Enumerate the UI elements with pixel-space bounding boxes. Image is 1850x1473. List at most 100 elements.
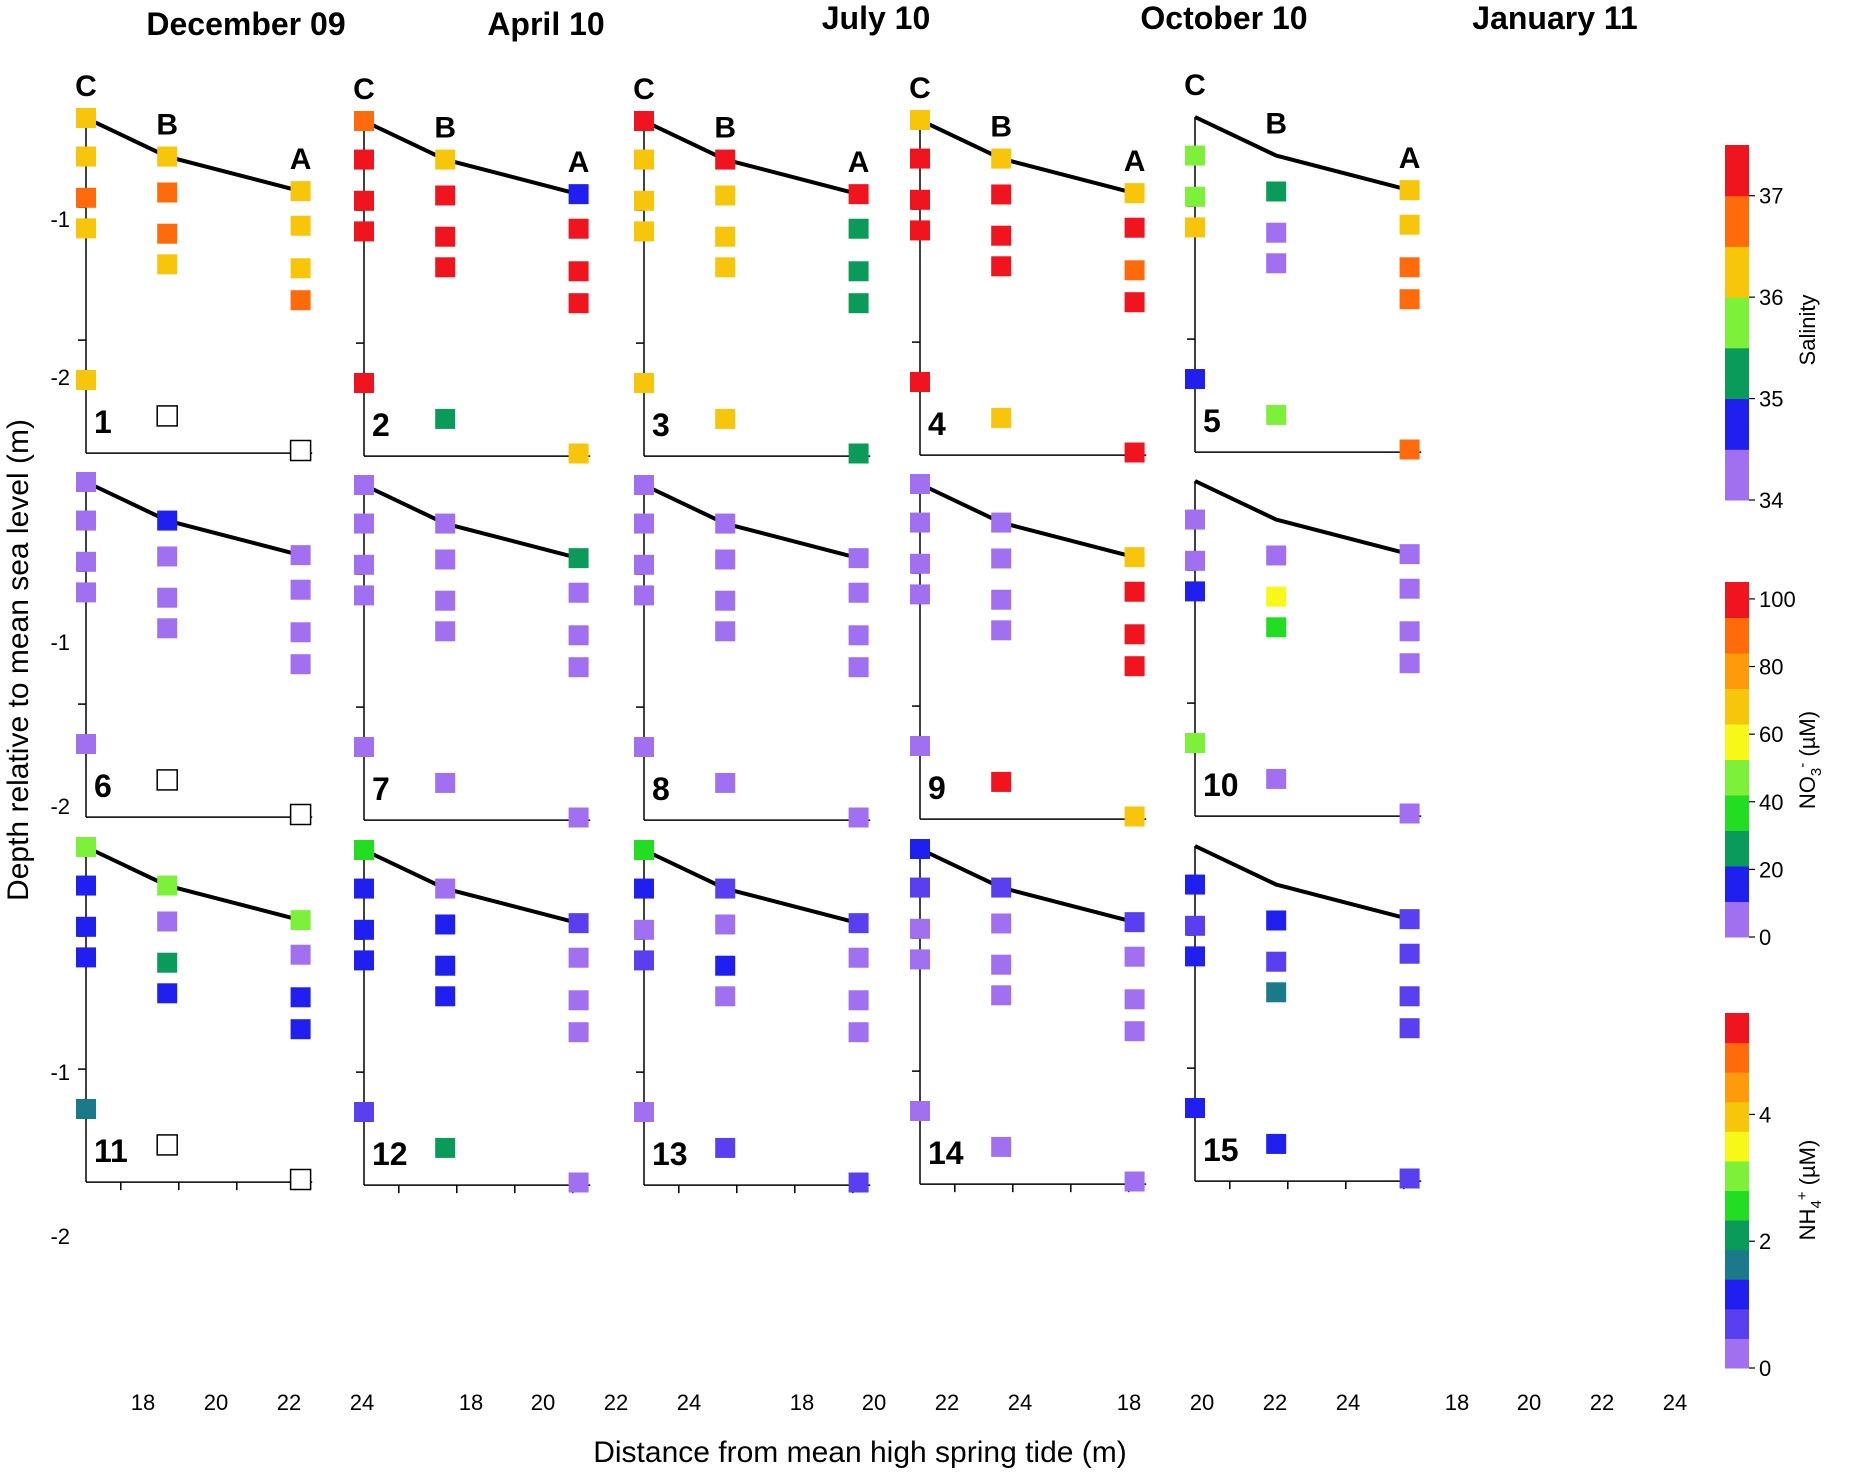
colorbar-tick-label: 4 — [1759, 1102, 1771, 1127]
panel-11: 11 — [76, 837, 313, 1191]
data-point — [354, 190, 374, 211]
data-point — [568, 990, 589, 1011]
data-point — [435, 955, 456, 976]
data-point — [910, 918, 930, 939]
nitrate-colorbar: 100 80 60 40 20 0 — [1725, 582, 1796, 950]
data-point — [157, 254, 178, 275]
data-point — [290, 258, 311, 279]
column-title-1: December 09 — [146, 6, 345, 42]
x-tick-label: 24 — [677, 1390, 701, 1415]
data-point — [1124, 547, 1145, 568]
data-point — [1185, 369, 1205, 390]
data-point — [354, 475, 374, 495]
data-point — [991, 512, 1012, 533]
data-point — [634, 111, 654, 131]
colorbar-tick-label: 37 — [1759, 184, 1783, 209]
colorbar-segment — [1725, 449, 1749, 501]
data-point — [290, 622, 311, 643]
colorbar-segment — [1725, 1131, 1749, 1162]
x-tick-label: 22 — [1590, 1390, 1614, 1415]
data-point — [290, 579, 311, 600]
data-point — [1124, 183, 1145, 204]
data-point — [1185, 186, 1205, 207]
data-point — [991, 1136, 1012, 1157]
colorbar-tick-label: 0 — [1759, 925, 1771, 950]
data-point — [910, 512, 930, 533]
data-point — [1185, 733, 1205, 754]
colorbar-tick-label: 60 — [1759, 722, 1783, 747]
x-tick-label: 18 — [1445, 1390, 1469, 1415]
colorbar-segment — [1725, 1338, 1749, 1369]
data-point — [289, 439, 312, 462]
data-point — [76, 146, 96, 167]
x-tick-label: 24 — [1336, 1390, 1360, 1415]
data-point — [289, 1168, 312, 1191]
data-point — [848, 947, 869, 968]
panel-9: 9 — [910, 474, 1147, 827]
y-tick-label: -2 — [50, 794, 70, 819]
colorbar-tick-label: 0 — [1759, 1356, 1771, 1381]
site-label-a: A — [1399, 142, 1421, 175]
x-tick-label: 20 — [1517, 1390, 1541, 1415]
y-tick-label: -1 — [50, 630, 70, 655]
data-point — [290, 215, 311, 236]
data-point — [910, 736, 930, 757]
data-point — [157, 983, 178, 1004]
data-point — [848, 625, 869, 646]
x-tick-label: 22 — [935, 1390, 959, 1415]
colorbar-segment — [1725, 1013, 1749, 1044]
data-point — [568, 443, 589, 464]
data-point — [156, 769, 178, 791]
panel-number: 3 — [652, 407, 670, 443]
nitrate-label-main: NO — [1795, 776, 1820, 809]
colorbar-segment — [1725, 297, 1749, 349]
data-point — [290, 545, 311, 566]
data-point — [1266, 181, 1287, 202]
data-point — [715, 621, 736, 642]
site-label-a: A — [290, 143, 312, 176]
data-point — [568, 548, 589, 569]
data-point — [435, 621, 456, 642]
data-point — [354, 554, 374, 575]
panel-number: 1 — [94, 404, 112, 440]
colorbar-tick-label: 100 — [1759, 587, 1796, 612]
colorbar-segment — [1725, 795, 1749, 831]
data-point — [1266, 222, 1287, 243]
colorbar-segment — [1725, 901, 1749, 938]
colorbar-tick-label: 2 — [1759, 1229, 1771, 1254]
colorbar-segment — [1725, 1249, 1749, 1280]
data-point — [1124, 989, 1145, 1010]
x-tick-label: 24 — [1008, 1390, 1032, 1415]
data-point — [1124, 1021, 1145, 1042]
data-point — [1185, 946, 1205, 967]
data-point — [1266, 545, 1287, 566]
x-axis-label: Distance from mean high spring tide (m) — [593, 1436, 1127, 1469]
data-point — [1266, 951, 1287, 972]
colorbar-segment — [1725, 759, 1749, 796]
surface-line — [919, 118, 1136, 196]
data-point — [848, 657, 869, 678]
x-tick-label: 20 — [204, 1390, 228, 1415]
column-titles: December 09 April 10 July 10 October 10 … — [146, 0, 1637, 42]
data-point — [715, 878, 736, 899]
panels: C B A 1 C B A 2 C B A 3 C B A 4 C B A 5 6 7 8 9 10 11 12 13 14 15 — [75, 69, 1422, 1194]
data-point — [76, 108, 96, 128]
data-point — [634, 221, 654, 242]
x-tick-label: 20 — [531, 1390, 555, 1415]
data-point — [1124, 581, 1145, 602]
data-point — [76, 916, 96, 937]
surface-line — [643, 119, 860, 197]
data-point — [910, 220, 930, 241]
data-point — [848, 184, 869, 205]
panel-12: 12 — [354, 840, 591, 1194]
x-tick-label: 24 — [350, 1390, 374, 1415]
ammonium-colorbar-label: NH4+ (µM) — [1794, 1140, 1825, 1241]
nitrate-label-units: (µM) — [1795, 711, 1820, 763]
surface-line — [919, 847, 1136, 925]
data-point — [568, 218, 589, 239]
data-point — [715, 549, 736, 570]
data-point — [435, 549, 456, 570]
data-point — [568, 1022, 589, 1043]
colorbar-segment — [1725, 1072, 1749, 1103]
